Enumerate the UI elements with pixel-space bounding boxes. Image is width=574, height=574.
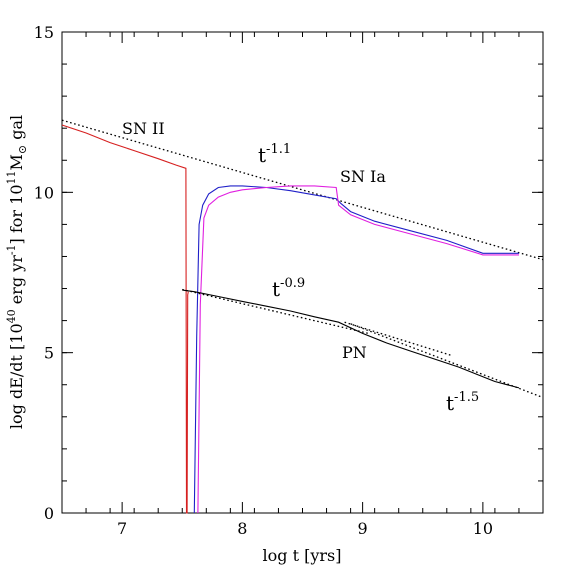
- fit-label-exponent: -1.1: [266, 142, 291, 157]
- y-label-exp1: 40: [5, 309, 18, 323]
- fit-label-base: t: [258, 143, 266, 167]
- y-tick-label: 0: [44, 504, 54, 523]
- series-line-sn-ia: [193, 185, 519, 514]
- fit-label-exponent: -0.9: [280, 276, 305, 291]
- fit-label-base: t: [272, 277, 280, 301]
- series-line: [197, 185, 519, 514]
- fit-line: [61, 119, 544, 261]
- y-label-prefix: log dE/dt [10: [7, 323, 26, 429]
- y-label-suffix: gal: [7, 115, 26, 145]
- label-t-minus-1.5: t-1.5: [446, 390, 479, 415]
- x-tick-label: 10: [473, 519, 493, 538]
- series-lines: [61, 124, 520, 514]
- y-label-mid: erg yr: [7, 255, 26, 310]
- fit-line: [350, 323, 544, 399]
- label-t-minus-1.1: t-1.1: [258, 142, 291, 167]
- y-label-after: M: [7, 154, 26, 170]
- tick-labels: 7 8 9 10 0 5 10 15: [34, 23, 493, 538]
- x-tick-label: 7: [117, 519, 127, 538]
- y-tick-label: 15: [34, 23, 54, 42]
- fit-lines: [61, 119, 544, 399]
- fit-label-exponent: -1.5: [454, 390, 479, 405]
- y-label-sub: ⊙: [16, 145, 29, 154]
- series-line-sn-ii: [61, 124, 189, 514]
- fit-label-base: t: [446, 391, 454, 415]
- y-label-exp2: -1: [5, 244, 18, 255]
- label-sn-ii: SN II: [122, 119, 165, 138]
- x-tick-label: 9: [358, 519, 368, 538]
- y-label-mid2: ] for 10: [7, 184, 26, 244]
- y-tick-label: 5: [44, 344, 54, 363]
- y-axis-label: log dE/dt [1040 erg yr-1] for 1011M⊙ gal: [5, 115, 29, 429]
- x-axis-label: log t [yrs]: [263, 546, 342, 565]
- label-t-minus-0.9: t-0.9: [272, 276, 305, 301]
- y-label-exp3: 11: [5, 170, 18, 184]
- plot-frame: [61, 31, 544, 514]
- label-sn-ia: SN Ia: [340, 167, 386, 186]
- x-tick-label: 8: [237, 519, 247, 538]
- y-tick-label: 10: [34, 183, 54, 202]
- series-line-pn: [182, 289, 520, 389]
- label-pn: PN: [342, 343, 367, 362]
- ticks: [61, 31, 544, 514]
